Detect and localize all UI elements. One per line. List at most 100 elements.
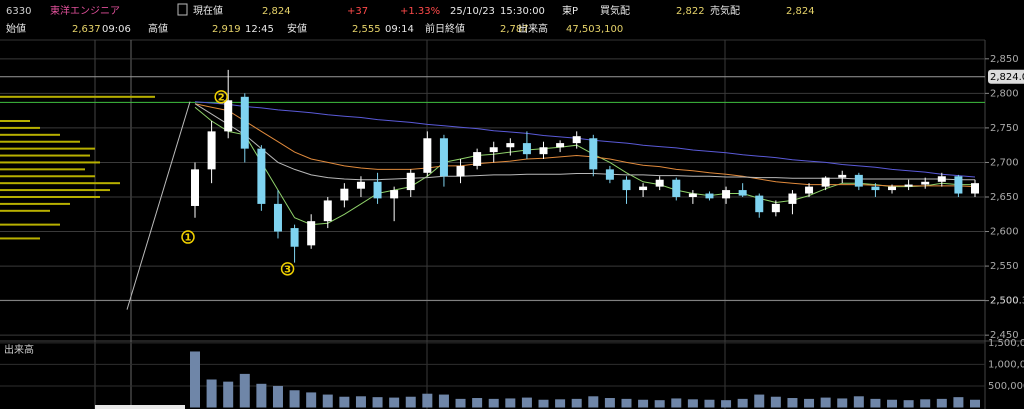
header-field: 2,637 bbox=[72, 24, 101, 35]
candle-body bbox=[473, 152, 482, 166]
volume-bar bbox=[339, 396, 350, 408]
header-field: 安値 bbox=[287, 22, 307, 35]
header-field: 2,555 bbox=[352, 24, 381, 35]
header-field: 現在値 bbox=[193, 4, 223, 17]
header-field: 売気配 bbox=[710, 4, 740, 17]
header-field: +1.33% bbox=[400, 6, 440, 17]
volume-bar bbox=[687, 399, 698, 408]
candle-body bbox=[821, 177, 830, 187]
volume-profile-bar bbox=[0, 209, 50, 212]
candle-body bbox=[556, 143, 565, 148]
volume-bar bbox=[853, 396, 864, 408]
volume-bar bbox=[671, 398, 682, 408]
volume-bar bbox=[903, 400, 914, 408]
candle-body bbox=[589, 138, 598, 170]
volume-bar bbox=[870, 398, 881, 408]
volume-profile-bar bbox=[0, 175, 95, 178]
candle-body bbox=[705, 193, 714, 199]
candle-body bbox=[871, 186, 880, 191]
y-tick-label: 2,850 bbox=[990, 54, 1019, 65]
volume-profile-bar bbox=[0, 237, 40, 240]
volume-profile-bar bbox=[0, 140, 80, 143]
candle-body bbox=[439, 138, 448, 177]
volume-bar bbox=[472, 398, 483, 408]
volume-profile-bar bbox=[0, 133, 60, 136]
volume-bar bbox=[555, 399, 566, 408]
candle-body bbox=[340, 188, 349, 201]
candle-body bbox=[257, 148, 266, 204]
volume-tick-label: 1,500,000 bbox=[988, 338, 1024, 349]
volume-bar bbox=[405, 396, 416, 408]
volume-bar bbox=[355, 396, 366, 408]
volume-bar bbox=[820, 397, 831, 408]
volume-bar bbox=[223, 381, 234, 408]
header-field: +37 bbox=[347, 6, 368, 17]
header-field: 東洋エンジニア bbox=[50, 4, 120, 17]
header-field: 47,503,100 bbox=[566, 24, 623, 35]
volume-bar bbox=[372, 397, 383, 408]
header-field: 2,824 bbox=[786, 6, 815, 17]
volume-profile-bar bbox=[0, 161, 100, 164]
candle-body bbox=[921, 181, 930, 185]
candle-body bbox=[738, 190, 747, 196]
volume-bar bbox=[272, 385, 283, 408]
candle-body bbox=[805, 186, 814, 194]
volume-profile-bar bbox=[0, 182, 120, 185]
volume-tick-label: 500,000 bbox=[988, 381, 1024, 392]
volume-profile-bar bbox=[0, 126, 40, 129]
header-field: 買気配 bbox=[600, 4, 630, 17]
volume-profile-bar bbox=[0, 119, 30, 122]
header-field: 09:14 bbox=[385, 24, 414, 35]
volume-bar bbox=[837, 398, 848, 408]
volume-bar bbox=[190, 351, 200, 408]
candle-body bbox=[423, 138, 432, 173]
volume-bar bbox=[970, 399, 980, 408]
y-tick-label: 2,450 bbox=[990, 330, 1019, 341]
volume-bar bbox=[887, 399, 898, 408]
annotation: 3 bbox=[284, 264, 291, 275]
moving-average bbox=[194, 103, 976, 188]
volume-profile-bar bbox=[0, 195, 100, 198]
header-field: 25/10/23 bbox=[450, 6, 495, 17]
header-field: 高値 bbox=[148, 22, 168, 35]
candle-body bbox=[672, 179, 681, 197]
candle-body bbox=[655, 179, 664, 187]
lead-in-line bbox=[126, 101, 191, 310]
candle-body bbox=[755, 195, 764, 213]
volume-bar bbox=[289, 390, 300, 408]
volume-bar bbox=[256, 383, 267, 408]
header-field: 2,919 bbox=[212, 24, 241, 35]
volume-bar bbox=[704, 399, 715, 408]
candle-body bbox=[572, 136, 581, 144]
header-field: 6330 bbox=[6, 6, 31, 17]
volume-bar bbox=[804, 398, 815, 408]
volume-bar bbox=[654, 400, 665, 408]
y-tick-label: 2,550 bbox=[990, 261, 1019, 272]
volume-profile-bar bbox=[0, 223, 60, 226]
candle-body bbox=[722, 190, 731, 199]
candle-body bbox=[390, 190, 399, 199]
y-tick-label: 2,700 bbox=[990, 157, 1019, 168]
annotation: 2 bbox=[218, 92, 225, 103]
volume-bar bbox=[770, 396, 781, 408]
volume-bar bbox=[737, 398, 748, 408]
volume-bar bbox=[306, 392, 317, 408]
volume-bar bbox=[787, 398, 798, 408]
header-field: 出来高 bbox=[518, 22, 548, 35]
header-field: 15:30:00 bbox=[500, 6, 545, 17]
volume-bar bbox=[936, 398, 947, 408]
volume-profile-bar bbox=[0, 189, 110, 192]
volume-profile-bar bbox=[0, 202, 70, 205]
volume-bar bbox=[505, 398, 516, 408]
volume-profile-bar bbox=[0, 147, 95, 150]
volume-bar bbox=[322, 394, 333, 408]
y-tick-label: 2,650 bbox=[990, 192, 1019, 203]
candle-body bbox=[323, 200, 332, 222]
volume-bar bbox=[206, 379, 217, 408]
candle-body bbox=[290, 228, 299, 247]
volume-profile-bar bbox=[0, 168, 85, 171]
candle-body bbox=[273, 203, 282, 232]
candle-body bbox=[937, 176, 946, 182]
header-field: 始値 bbox=[6, 22, 26, 35]
